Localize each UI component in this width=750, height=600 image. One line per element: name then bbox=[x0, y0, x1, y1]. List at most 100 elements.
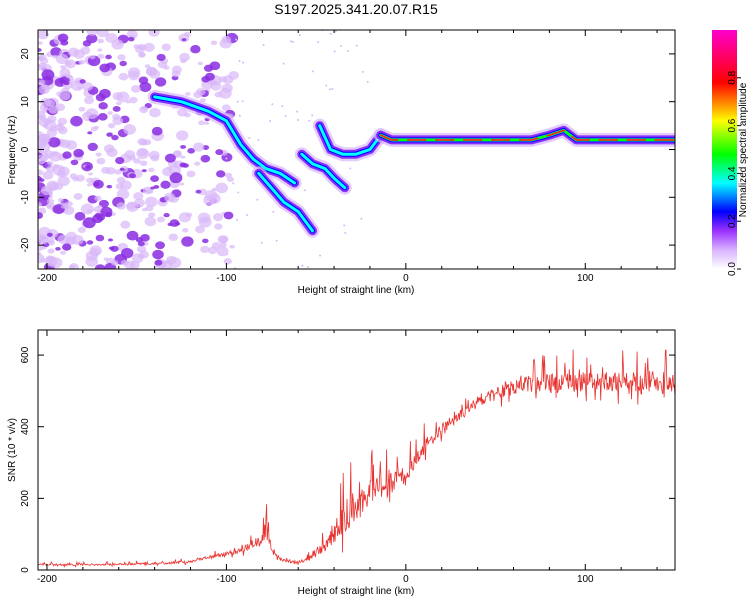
spectrogram-noise-cell bbox=[38, 178, 45, 182]
spectrogram-noise-cell bbox=[137, 241, 145, 247]
spectrogram-noise-cell bbox=[43, 150, 54, 159]
spectrogram-noise-cell bbox=[126, 230, 139, 241]
spectrogram-noise-cell bbox=[331, 87, 334, 90]
spectrogram-noise-cell bbox=[221, 104, 231, 112]
spectrogram-y-tick-label: 0 bbox=[20, 146, 31, 152]
spectrogram-noise-cell bbox=[260, 241, 263, 244]
spectrogram-noise-cell bbox=[115, 156, 125, 165]
snr-y-axis-label: SNR (10 * v/v) bbox=[7, 418, 18, 482]
spectrogram-noise-cell bbox=[164, 153, 176, 163]
spectrogram-noise-cell bbox=[144, 216, 157, 227]
spectrogram-x-tick-label: -200 bbox=[37, 273, 57, 284]
spectrogram-noise-cell bbox=[108, 246, 115, 250]
spectrogram-noise-cell bbox=[176, 130, 189, 141]
spectrogram-noise-cell bbox=[126, 201, 139, 212]
figure-title: S197.2025.341.20.07.R15 bbox=[274, 1, 438, 17]
spectrogram-noise-cell bbox=[142, 186, 153, 195]
snr-series-line bbox=[38, 349, 675, 568]
spectrogram-noise-cell bbox=[120, 220, 131, 229]
spectrogram-noise-cell bbox=[62, 151, 72, 159]
spectrogram-noise-cell bbox=[180, 155, 186, 159]
spectrogram-noise-cell bbox=[46, 232, 53, 237]
spectrogram-noise-cell bbox=[55, 247, 61, 251]
spectrogram-noise-cell bbox=[308, 119, 311, 122]
spectrogram-noise-cell bbox=[163, 212, 170, 218]
spectrogram-noise-cell bbox=[241, 100, 244, 103]
spectrogram-ridge bbox=[153, 95, 297, 185]
spectrogram-noise-cell bbox=[269, 119, 272, 122]
spectrogram-noise-cell bbox=[89, 55, 96, 60]
spectrogram-noise-cell bbox=[50, 47, 62, 57]
spectrogram-noise-cell bbox=[94, 195, 102, 202]
spectrogram-noise-cell bbox=[60, 65, 67, 69]
spectrogram-noise-cell bbox=[169, 172, 183, 184]
spectrogram-x-tick-label: 100 bbox=[577, 273, 594, 284]
spectrogram-noise-cell bbox=[133, 44, 140, 49]
spectrogram-noise-cell bbox=[60, 39, 69, 46]
spectrogram-noise-cell bbox=[133, 192, 144, 201]
spectrogram-noise-cell bbox=[38, 41, 43, 45]
spectrogram-noise-cell bbox=[272, 210, 275, 213]
spectrogram-noise-cell bbox=[168, 257, 182, 269]
spectrogram-noise-cell bbox=[99, 88, 111, 99]
spectrogram-noise-cell bbox=[167, 222, 173, 227]
spectrogram-noise-cell bbox=[229, 244, 235, 249]
snr-x-tick-label: -100 bbox=[216, 574, 236, 585]
spectrogram-noise-cell bbox=[78, 106, 86, 112]
spectrogram-noise-cell bbox=[106, 132, 113, 137]
spectrogram-noise-cell bbox=[187, 147, 195, 154]
spectrogram-noise-cell bbox=[70, 159, 79, 166]
spectrogram-noise-cell bbox=[212, 80, 219, 85]
spectrogram-noise-cell bbox=[181, 38, 187, 42]
spectrogram-noise-cell bbox=[86, 177, 94, 184]
spectrogram-area bbox=[38, 30, 675, 269]
snr-x-tick-label: 100 bbox=[577, 574, 594, 585]
spectrogram-noise-cell bbox=[115, 101, 122, 106]
spectrogram-noise-cell bbox=[361, 70, 364, 73]
spectrogram-noise-cell bbox=[136, 245, 147, 253]
spectrogram-noise-cell bbox=[85, 256, 98, 267]
spectrogram-noise-cell bbox=[118, 72, 129, 81]
spectrogram-noise-cell bbox=[38, 62, 47, 69]
spectrogram-noise-cell bbox=[349, 167, 352, 170]
spectrogram-noise-cell bbox=[219, 242, 227, 248]
spectrogram-noise-cell bbox=[311, 70, 314, 73]
spectrogram-noise-cell bbox=[174, 222, 181, 226]
spectrogram-noise-cell bbox=[38, 79, 46, 86]
spectrogram-noise-cell bbox=[204, 121, 210, 125]
spectrogram-noise-cell bbox=[238, 60, 241, 63]
spectrogram-noise-cell bbox=[144, 64, 151, 69]
spectrogram-noise-cell bbox=[181, 236, 194, 247]
spectrogram-noise-cell bbox=[106, 147, 118, 158]
spectrogram-noise-cell bbox=[143, 139, 152, 146]
snr-y-tick-label: 0 bbox=[20, 567, 31, 573]
spectrogram-noise-cell bbox=[157, 60, 168, 69]
spectrogram-noise-cell bbox=[43, 106, 50, 111]
snr-y-tick-label: 600 bbox=[20, 346, 31, 363]
spectrogram-noise-cell bbox=[248, 136, 251, 139]
spectrogram-noise-cell bbox=[90, 126, 98, 132]
spectrogram-noise-cell bbox=[154, 77, 167, 87]
spectrogram-noise-cell bbox=[210, 40, 218, 46]
spectrogram-noise-cell bbox=[101, 166, 111, 174]
spectrogram-noise-cell bbox=[75, 174, 85, 182]
spectrogram-noise-cell bbox=[73, 148, 84, 158]
spectrogram-noise-cell bbox=[135, 237, 144, 243]
spectrogram-noise-cell bbox=[41, 84, 50, 91]
spectrogram-noise-cell bbox=[226, 176, 235, 182]
spectrogram-noise-cell bbox=[65, 140, 78, 150]
spectrogram-noise-cell bbox=[139, 81, 152, 93]
spectrogram-noise-cell bbox=[325, 84, 328, 87]
spectrogram-noise-cell bbox=[235, 38, 238, 41]
spectrogram-noise-cell bbox=[298, 34, 301, 37]
spectrogram-y-tick-label: 10 bbox=[20, 96, 31, 108]
snr-y-tick-label: 200 bbox=[20, 490, 31, 507]
spectrogram-noise-cell bbox=[44, 99, 56, 108]
spectrogram-noise-cell bbox=[42, 170, 54, 180]
spectrogram-noise-cell bbox=[145, 196, 158, 208]
spectrogram-noise-cell bbox=[41, 69, 55, 81]
spectrogram-noise-cell bbox=[69, 264, 76, 269]
spectrogram-noise-cell bbox=[366, 80, 369, 83]
spectrogram-noise-cell bbox=[215, 182, 229, 194]
spectrogram-noise-cell bbox=[116, 202, 126, 210]
